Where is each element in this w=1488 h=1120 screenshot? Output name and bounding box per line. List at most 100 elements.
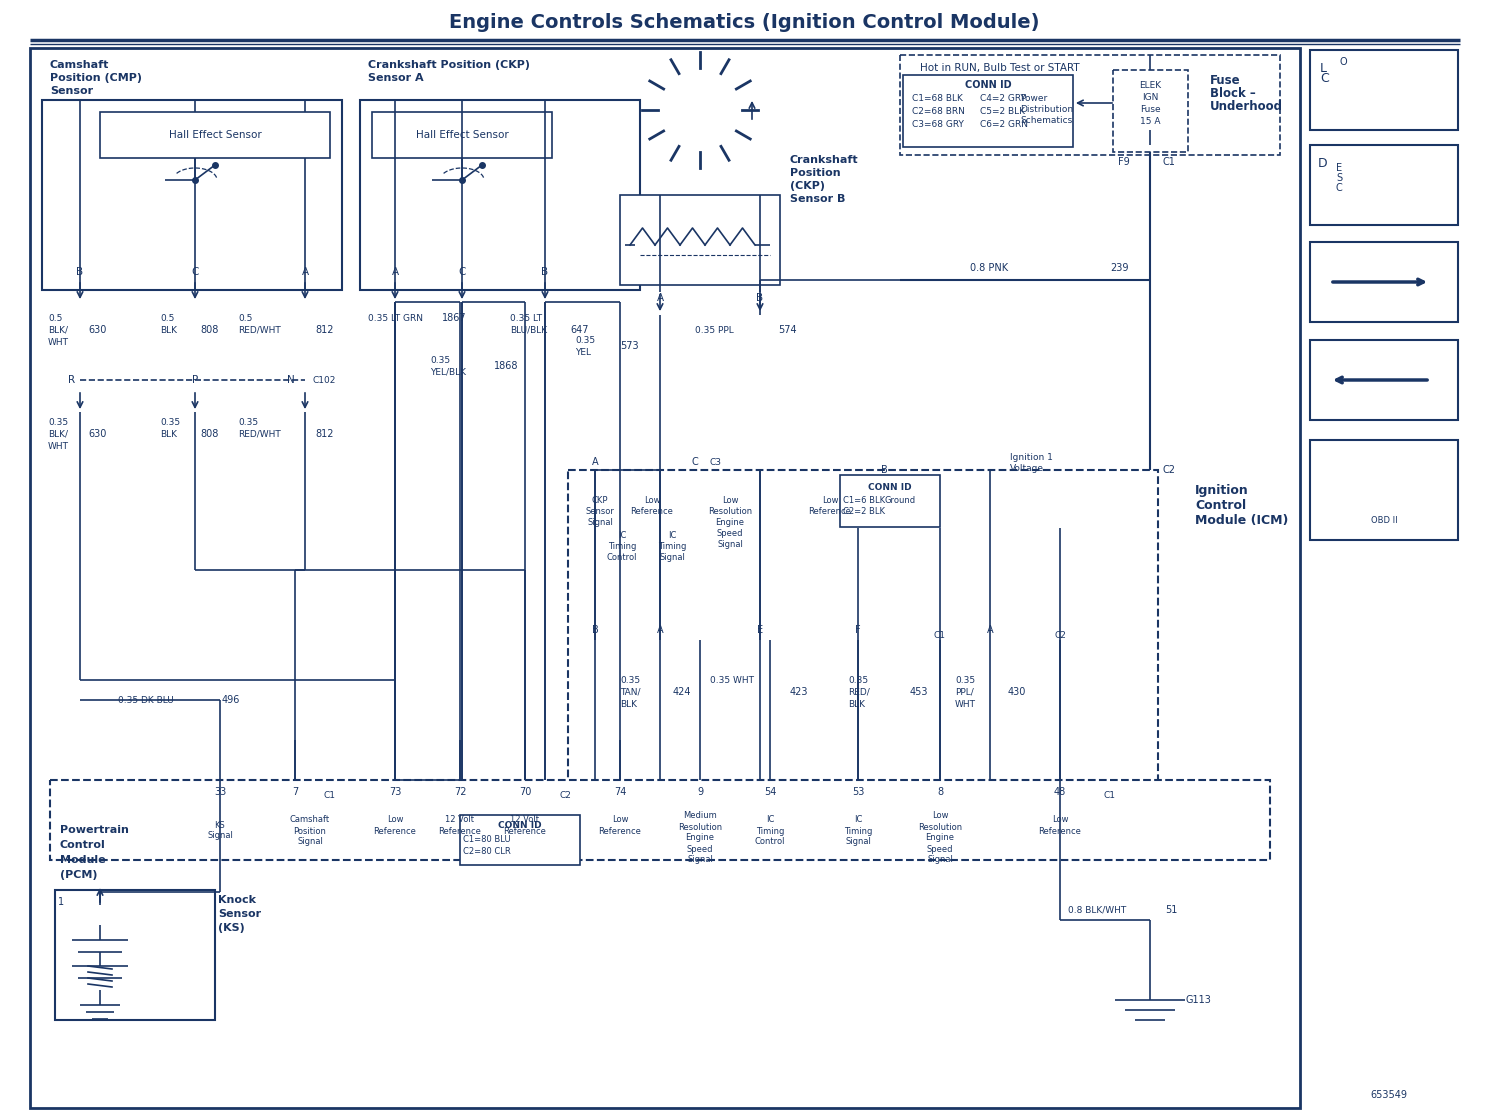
Text: 424: 424 bbox=[673, 687, 692, 697]
Text: Voltage: Voltage bbox=[1010, 464, 1045, 473]
Text: BLK: BLK bbox=[161, 429, 177, 439]
Text: IC: IC bbox=[766, 815, 774, 824]
Text: C: C bbox=[1320, 72, 1329, 84]
Text: C2: C2 bbox=[1164, 465, 1176, 475]
Text: Crankshaft Position (CKP): Crankshaft Position (CKP) bbox=[368, 60, 530, 71]
Text: 73: 73 bbox=[388, 787, 402, 797]
Text: Reference: Reference bbox=[439, 827, 482, 836]
Text: Schematics: Schematics bbox=[1019, 115, 1073, 124]
Text: E: E bbox=[757, 625, 763, 635]
Text: Control: Control bbox=[607, 552, 637, 561]
Text: RED/: RED/ bbox=[848, 688, 870, 697]
Bar bbox=[460, 815, 580, 865]
Text: 0.5: 0.5 bbox=[238, 314, 253, 323]
Text: CONN ID: CONN ID bbox=[498, 821, 542, 831]
Text: 430: 430 bbox=[1007, 687, 1027, 697]
Text: Block –: Block – bbox=[1210, 86, 1256, 100]
Text: 8: 8 bbox=[937, 787, 943, 797]
Text: BLK/: BLK/ bbox=[48, 429, 68, 439]
Text: Distribution: Distribution bbox=[1019, 104, 1073, 113]
Text: Hot in RUN, Bulb Test or START: Hot in RUN, Bulb Test or START bbox=[920, 63, 1080, 73]
Text: C1: C1 bbox=[934, 631, 946, 640]
Text: Reference: Reference bbox=[598, 827, 641, 836]
Bar bbox=[841, 475, 940, 528]
Text: D: D bbox=[1318, 157, 1327, 169]
Text: Timing: Timing bbox=[607, 541, 637, 551]
Text: Camshaft: Camshaft bbox=[51, 60, 110, 71]
Text: A: A bbox=[656, 293, 664, 304]
Text: Low: Low bbox=[644, 495, 661, 504]
Text: IC: IC bbox=[618, 531, 626, 540]
Text: Reference: Reference bbox=[373, 827, 417, 836]
Text: (KS): (KS) bbox=[219, 923, 244, 933]
Text: 0.5: 0.5 bbox=[48, 314, 62, 323]
Text: Reference: Reference bbox=[503, 827, 546, 836]
Text: Ground: Ground bbox=[884, 495, 915, 504]
Text: CONN ID: CONN ID bbox=[964, 80, 1012, 90]
Text: TAN/: TAN/ bbox=[620, 688, 640, 697]
Bar bbox=[900, 55, 1280, 155]
Bar bbox=[1309, 50, 1458, 130]
Text: Camshaft: Camshaft bbox=[290, 815, 330, 824]
Text: Signal: Signal bbox=[659, 552, 684, 561]
Text: 15 A: 15 A bbox=[1140, 116, 1161, 125]
Text: (PCM): (PCM) bbox=[60, 870, 98, 880]
Bar bbox=[1309, 242, 1458, 323]
Text: Engine Controls Schematics (Ignition Control Module): Engine Controls Schematics (Ignition Con… bbox=[449, 12, 1039, 31]
Text: Signal: Signal bbox=[717, 540, 743, 549]
Polygon shape bbox=[555, 300, 635, 370]
Text: Sensor B: Sensor B bbox=[790, 194, 845, 204]
Text: C3: C3 bbox=[710, 457, 722, 467]
Text: Signal: Signal bbox=[927, 856, 952, 865]
Text: Sensor: Sensor bbox=[219, 909, 260, 920]
Bar bbox=[568, 470, 1158, 790]
Text: F: F bbox=[856, 625, 862, 635]
Text: A: A bbox=[592, 457, 598, 467]
Text: Module: Module bbox=[60, 855, 106, 865]
Text: 239: 239 bbox=[1110, 263, 1128, 273]
Text: Timing: Timing bbox=[756, 827, 784, 836]
Text: A: A bbox=[391, 267, 399, 277]
Text: Reference: Reference bbox=[1039, 827, 1082, 836]
Text: Speed: Speed bbox=[927, 844, 954, 853]
Text: II: II bbox=[1379, 493, 1388, 503]
Text: Engine: Engine bbox=[686, 833, 714, 842]
Text: 0.35: 0.35 bbox=[955, 675, 975, 684]
Text: F9: F9 bbox=[1119, 157, 1129, 167]
Text: BLU/BLK: BLU/BLK bbox=[510, 326, 548, 335]
Text: 1867: 1867 bbox=[442, 312, 467, 323]
Text: 812: 812 bbox=[315, 325, 333, 335]
Text: 0.35: 0.35 bbox=[574, 336, 595, 345]
Text: Resolution: Resolution bbox=[708, 506, 751, 515]
Text: 0.35: 0.35 bbox=[238, 418, 257, 427]
Text: 653549: 653549 bbox=[1370, 1090, 1408, 1100]
Text: 53: 53 bbox=[851, 787, 865, 797]
Text: 1868: 1868 bbox=[494, 361, 518, 371]
Text: RED/WHT: RED/WHT bbox=[238, 429, 281, 439]
Text: YEL: YEL bbox=[574, 347, 591, 356]
Text: 0.8 BLK/WHT: 0.8 BLK/WHT bbox=[1068, 905, 1126, 915]
Text: Hall Effect Sensor: Hall Effect Sensor bbox=[168, 130, 262, 140]
Text: 7: 7 bbox=[292, 787, 298, 797]
Text: Engine: Engine bbox=[716, 517, 744, 526]
Text: YEL/BLK: YEL/BLK bbox=[430, 367, 466, 376]
Text: Underhood: Underhood bbox=[1210, 100, 1283, 112]
Text: Sensor: Sensor bbox=[586, 506, 615, 515]
Text: Ignition: Ignition bbox=[1195, 484, 1248, 496]
Text: S: S bbox=[1336, 172, 1342, 183]
Text: Resolution: Resolution bbox=[918, 822, 963, 831]
Text: 74: 74 bbox=[615, 787, 626, 797]
Text: Sensor A: Sensor A bbox=[368, 73, 424, 83]
Text: Powertrain: Powertrain bbox=[60, 825, 129, 836]
Text: C1: C1 bbox=[1164, 157, 1176, 167]
Text: Low: Low bbox=[931, 812, 948, 821]
Text: !: ! bbox=[592, 340, 598, 355]
Text: C1: C1 bbox=[1104, 792, 1116, 801]
Text: PPL/: PPL/ bbox=[955, 688, 973, 697]
Text: Position: Position bbox=[293, 827, 326, 836]
Polygon shape bbox=[1324, 455, 1443, 525]
Text: IC: IC bbox=[854, 815, 862, 824]
Text: C2: C2 bbox=[559, 792, 571, 801]
Bar bbox=[42, 100, 342, 290]
Text: Low: Low bbox=[821, 495, 838, 504]
